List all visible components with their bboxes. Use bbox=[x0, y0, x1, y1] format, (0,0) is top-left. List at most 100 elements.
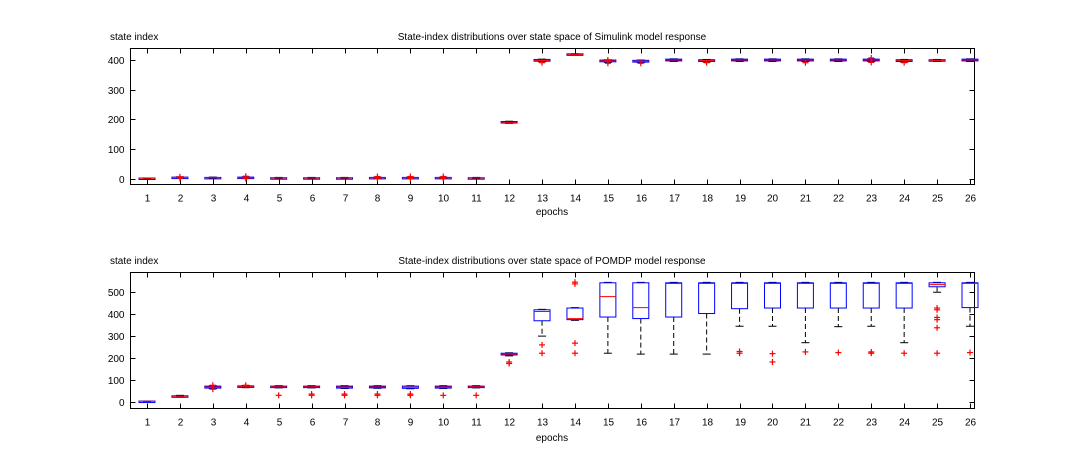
x-tick-label: 11 bbox=[471, 194, 482, 205]
box bbox=[698, 282, 716, 315]
x-tick-label: 8 bbox=[375, 194, 381, 205]
outlier-marker bbox=[473, 392, 480, 399]
chart-title: State-index distributions over state spa… bbox=[398, 256, 706, 267]
box bbox=[566, 307, 584, 321]
x-tick-label: 12 bbox=[504, 194, 516, 205]
x-tick-label: 19 bbox=[735, 418, 747, 429]
x-tick-label: 6 bbox=[310, 194, 316, 205]
box bbox=[763, 282, 781, 309]
outlier-marker bbox=[440, 173, 447, 180]
chart-simulink: State-index distributions over state spa… bbox=[108, 32, 979, 218]
x-axis-label: epochs bbox=[536, 207, 568, 218]
outlier-marker bbox=[637, 60, 644, 67]
outlier-marker bbox=[802, 59, 809, 66]
x-tick-label: 17 bbox=[669, 418, 681, 429]
y-tick-label: 0 bbox=[119, 175, 125, 186]
x-tick-label: 3 bbox=[211, 194, 217, 205]
x-tick-label: 24 bbox=[899, 194, 911, 205]
outlier-marker bbox=[506, 358, 513, 365]
x-tick-label: 9 bbox=[408, 194, 414, 205]
y-tick-label: 100 bbox=[108, 376, 125, 387]
x-tick-label: 13 bbox=[537, 194, 549, 205]
outlier-marker bbox=[242, 382, 249, 389]
outlier-marker bbox=[835, 349, 842, 356]
outlier-marker bbox=[407, 391, 414, 398]
box bbox=[796, 282, 814, 309]
plot-area bbox=[130, 48, 975, 185]
x-tick-label: 25 bbox=[932, 194, 944, 205]
x-tick-label: 3 bbox=[211, 418, 217, 429]
x-tick-label: 4 bbox=[244, 194, 250, 205]
outlier-marker bbox=[242, 173, 249, 180]
x-tick-label: 22 bbox=[833, 194, 845, 205]
y-tick-label: 100 bbox=[108, 145, 125, 156]
x-axis-label: epochs bbox=[536, 433, 568, 444]
x-tick-label: 25 bbox=[932, 418, 944, 429]
outlier-marker bbox=[571, 350, 578, 357]
outlier-marker bbox=[703, 59, 710, 66]
x-tick-label: 26 bbox=[965, 418, 977, 429]
x-tick-label: 19 bbox=[735, 194, 747, 205]
x-tick-label: 4 bbox=[244, 418, 250, 429]
y-tick-label: 500 bbox=[108, 288, 125, 299]
x-tick-label: 26 bbox=[965, 194, 977, 205]
x-tick-label: 11 bbox=[471, 418, 482, 429]
x-tick-label: 17 bbox=[669, 194, 681, 205]
x-tick-label: 22 bbox=[833, 418, 845, 429]
y-tick-label: 400 bbox=[108, 310, 125, 321]
x-tick-label: 24 bbox=[899, 418, 911, 429]
x-tick-label: 14 bbox=[570, 194, 582, 205]
box bbox=[829, 282, 847, 309]
chart-pomdp: State-index distributions over state spa… bbox=[108, 256, 979, 444]
x-tick-label: 15 bbox=[603, 194, 615, 205]
y-tick-label: 200 bbox=[108, 115, 125, 126]
x-tick-label: 7 bbox=[343, 418, 349, 429]
outlier-marker bbox=[571, 279, 578, 286]
y-tick-label: 0 bbox=[119, 398, 125, 409]
chart-title: State-index distributions over state spa… bbox=[398, 32, 707, 43]
x-tick-label: 16 bbox=[636, 418, 648, 429]
outlier-marker bbox=[802, 348, 809, 355]
x-tick-label: 2 bbox=[178, 418, 184, 429]
x-tick-label: 7 bbox=[343, 194, 349, 205]
box bbox=[533, 309, 551, 322]
outlier-marker bbox=[539, 350, 546, 357]
outlier-marker bbox=[539, 341, 546, 348]
outlier-marker bbox=[407, 173, 414, 180]
plot-area bbox=[130, 272, 975, 409]
outlier-marker bbox=[539, 59, 546, 66]
x-tick-label: 13 bbox=[537, 418, 549, 429]
outlier-marker bbox=[176, 173, 183, 180]
x-tick-label: 20 bbox=[767, 194, 779, 205]
x-tick-label: 14 bbox=[570, 418, 582, 429]
outlier-marker bbox=[769, 350, 776, 357]
outlier-marker bbox=[440, 392, 447, 399]
y-tick-label: 300 bbox=[108, 332, 125, 343]
x-tick-label: 5 bbox=[277, 194, 283, 205]
x-tick-label: 2 bbox=[178, 194, 184, 205]
y-axis-label: state index bbox=[110, 32, 158, 43]
outlier-marker bbox=[934, 305, 941, 312]
outlier-marker bbox=[341, 391, 348, 398]
box bbox=[862, 282, 880, 309]
x-tick-label: 5 bbox=[277, 418, 283, 429]
x-tick-label: 21 bbox=[800, 418, 812, 429]
outlier-marker bbox=[374, 391, 381, 398]
outlier-marker bbox=[604, 57, 611, 64]
y-tick-label: 400 bbox=[108, 56, 125, 67]
x-tick-label: 1 bbox=[145, 194, 151, 205]
outlier-marker bbox=[901, 350, 908, 357]
x-tick-label: 18 bbox=[702, 418, 714, 429]
outlier-marker bbox=[934, 324, 941, 331]
x-tick-label: 6 bbox=[310, 418, 316, 429]
x-tick-label: 16 bbox=[636, 194, 648, 205]
x-tick-label: 21 bbox=[800, 194, 812, 205]
outlier-marker bbox=[868, 348, 875, 355]
x-tick-label: 20 bbox=[767, 418, 779, 429]
box bbox=[731, 282, 749, 310]
x-tick-label: 1 bbox=[145, 418, 151, 429]
outlier-marker bbox=[736, 348, 743, 355]
outlier-marker bbox=[901, 59, 908, 66]
y-tick-label: 300 bbox=[108, 86, 125, 97]
